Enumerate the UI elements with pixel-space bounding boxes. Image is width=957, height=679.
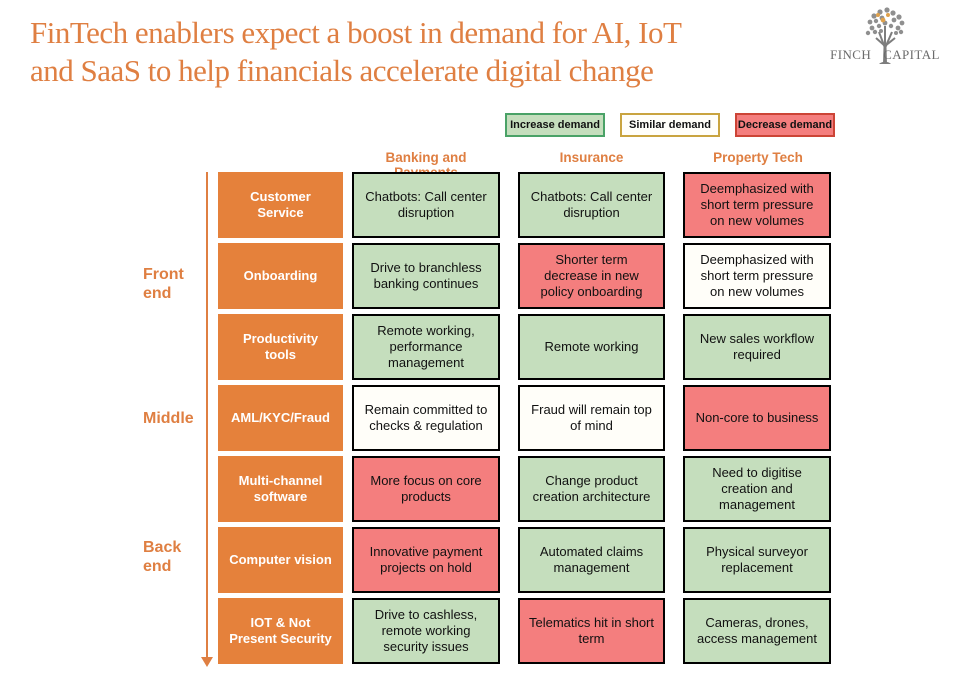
matrix-row: Productivity tools Remote working, perfor… [218, 314, 831, 380]
row-label: AML/KYC/Fraud [218, 385, 343, 451]
matrix-cell: Telematics hit in short term [518, 598, 665, 664]
side-label-back-end: Back end [143, 539, 182, 575]
column-header-property-tech: Property Tech [713, 150, 803, 165]
side-label-front-end: Front end [143, 266, 184, 302]
row-label: IOT & Not Present Security [218, 598, 343, 664]
matrix-cell: Remote working, performance management [352, 314, 500, 380]
stack-axis-line [206, 172, 208, 658]
matrix-cell: Drive to cashless, remote working securi… [352, 598, 500, 664]
page-title-line2: and SaaS to help financials accelerate d… [30, 53, 654, 88]
matrix-cell: Chatbots: Call center disruption [518, 172, 665, 238]
matrix-row: Customer Service Chatbots: Call center di… [218, 172, 831, 238]
matrix-cell: Physical surveyor replacement [683, 527, 831, 593]
finch-capital-logo: FINCH CAPITAL [820, 6, 950, 66]
matrix-cell: Automated claims management [518, 527, 665, 593]
matrix-cell: Non-core to business [683, 385, 831, 451]
stack-axis-arrowhead-icon [201, 657, 213, 667]
matrix-cell: Cameras, drones, access management [683, 598, 831, 664]
row-label: Computer vision [218, 527, 343, 593]
matrix-cell: Remain committed to checks & regulation [352, 385, 500, 451]
logo-word-finch: FINCH [830, 47, 872, 62]
matrix-cell: Deemphasized with short term pressure on… [683, 243, 831, 309]
legend-label: Decrease demand [737, 119, 833, 131]
matrix-cell: Change product creation architecture [518, 456, 665, 522]
matrix-cell: Need to digitise creation and management [683, 456, 831, 522]
legend-label: Increase demand [510, 119, 600, 131]
legend-similar-demand: Similar demand [620, 113, 720, 137]
row-label: Customer Service [218, 172, 343, 238]
page-title-line1: FinTech enablers expect a boost in deman… [30, 15, 682, 50]
logo-word-capital: CAPITAL [883, 47, 940, 62]
tree-icon [865, 7, 905, 64]
matrix-cell: More focus on core products [352, 456, 500, 522]
matrix-grid: Customer Service Chatbots: Call center di… [218, 172, 831, 669]
page-title: FinTech enablers expect a boost in deman… [30, 14, 682, 90]
matrix-cell: Deemphasized with short term pressure on… [683, 172, 831, 238]
matrix-cell: Drive to branchless banking continues [352, 243, 500, 309]
legend: Increase demand Similar demand Decrease … [505, 113, 835, 137]
matrix-row: Onboarding Drive to branchless banking co… [218, 243, 831, 309]
legend-decrease-demand: Decrease demand [735, 113, 835, 137]
matrix-row: IOT & Not Present Security Drive to cashl… [218, 598, 831, 664]
matrix-cell: Remote working [518, 314, 665, 380]
matrix-cell: Innovative payment projects on hold [352, 527, 500, 593]
matrix-row: Multi-channel software More focus on core… [218, 456, 831, 522]
matrix-cell: Shorter term decrease in new policy onbo… [518, 243, 665, 309]
row-label: Productivity tools [218, 314, 343, 380]
side-label-middle: Middle [143, 410, 194, 427]
matrix-cell: Fraud will remain top of mind [518, 385, 665, 451]
column-header-insurance: Insurance [559, 150, 624, 165]
matrix-cell: New sales workflow required [683, 314, 831, 380]
row-label: Onboarding [218, 243, 343, 309]
matrix-row: AML/KYC/Fraud Remain committed to checks … [218, 385, 831, 451]
row-label: Multi-channel software [218, 456, 343, 522]
legend-increase-demand: Increase demand [505, 113, 605, 137]
matrix-cell: Chatbots: Call center disruption [352, 172, 500, 238]
legend-label: Similar demand [629, 119, 711, 131]
matrix-row: Computer vision Innovative payment projec… [218, 527, 831, 593]
